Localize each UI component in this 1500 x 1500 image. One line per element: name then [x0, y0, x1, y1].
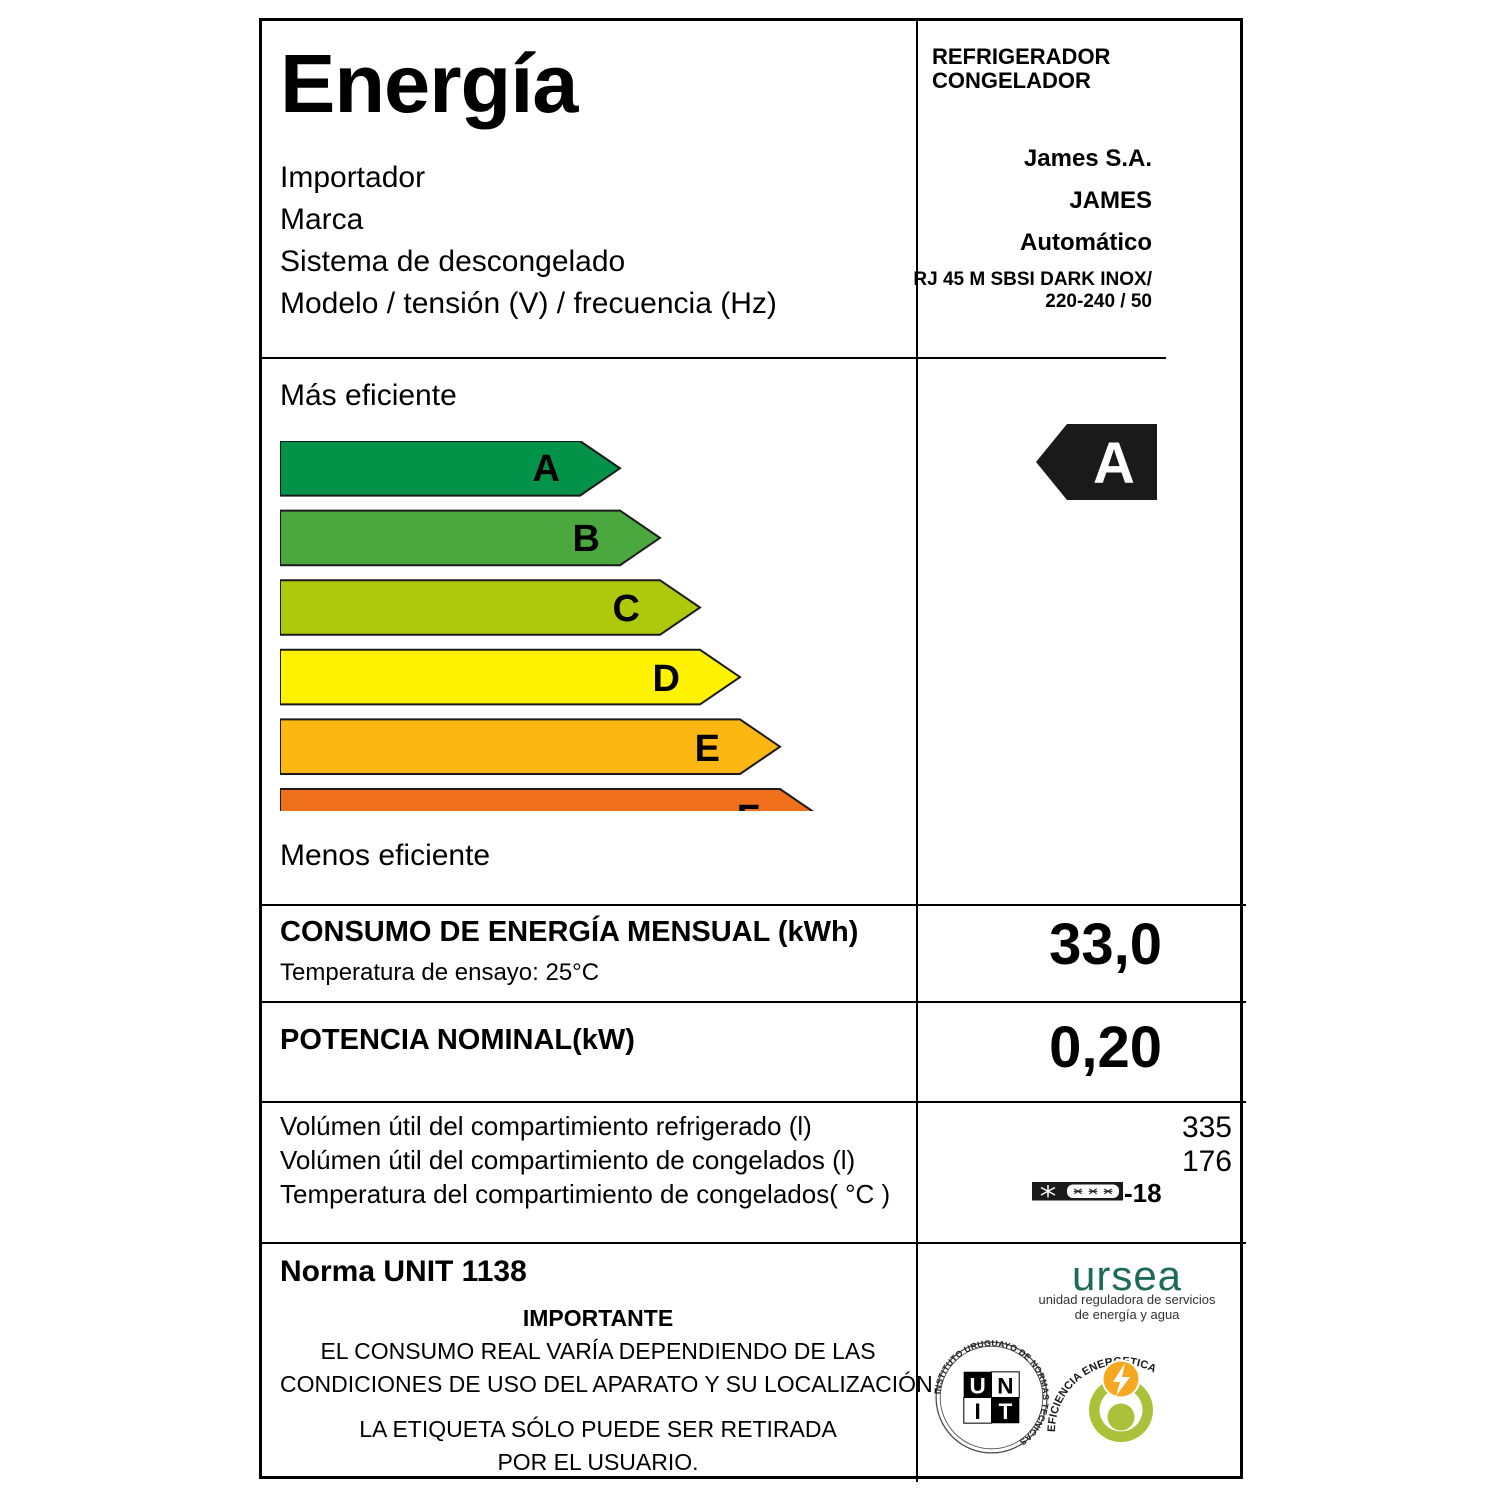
svg-text:F: F	[737, 798, 760, 811]
svg-text:A: A	[533, 448, 560, 490]
svg-text:C: C	[613, 588, 640, 630]
svg-text:A: A	[1093, 431, 1135, 496]
svg-text:B: B	[573, 518, 600, 560]
svg-text:U: U	[969, 1373, 985, 1398]
svg-text:E: E	[695, 728, 720, 770]
svg-text:T: T	[998, 1399, 1012, 1424]
svg-text:N: N	[997, 1373, 1013, 1398]
svg-text:I: I	[975, 1399, 981, 1424]
svg-text:D: D	[653, 658, 680, 700]
